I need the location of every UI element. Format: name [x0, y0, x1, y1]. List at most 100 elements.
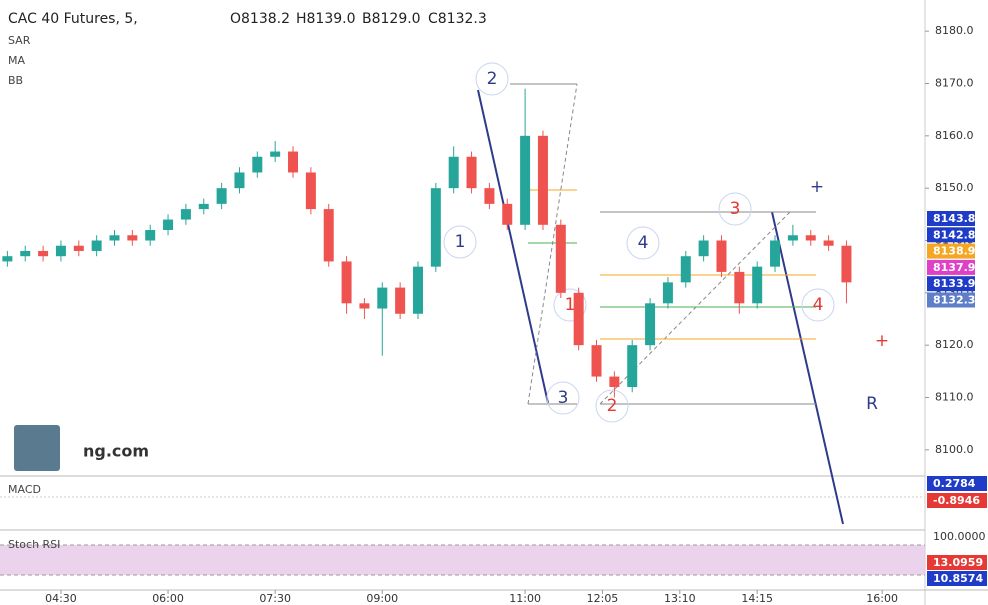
x-tick-label: 14:15 — [741, 592, 773, 605]
x-tick-label: 12:05 — [587, 592, 619, 605]
candle-body — [787, 235, 798, 241]
price-label: 8137.9 — [933, 261, 975, 274]
x-tick-label: 13:10 — [664, 592, 696, 605]
candle-body — [466, 156, 477, 189]
logo-image — [14, 425, 60, 471]
wave-circle — [718, 192, 752, 226]
candle-body — [216, 188, 227, 204]
stoch-label: 10.8574 — [933, 572, 983, 585]
wave-circle — [595, 389, 629, 423]
stoch-label-box — [927, 571, 987, 586]
candle-body — [823, 240, 834, 246]
ohlc-value: B8129.0 — [362, 11, 421, 27]
stoch-band — [0, 545, 925, 575]
y-tick-label: 8170.0 — [935, 77, 974, 90]
price-label: 8143.8 — [933, 212, 975, 225]
macd-label: -0.8946 — [933, 494, 980, 507]
macd-label-box — [927, 493, 987, 508]
annotation: 2 — [487, 69, 498, 89]
price-label-box — [927, 292, 975, 308]
wave-circle — [626, 226, 660, 260]
wave-circle — [443, 225, 477, 259]
stoch-name: Stoch RSI — [8, 538, 60, 551]
annotation: 1 — [455, 232, 466, 252]
candle-body — [609, 376, 620, 388]
annotation: 3 — [558, 388, 569, 408]
wave-circle — [801, 288, 835, 322]
price-label: 8138.9 — [933, 245, 975, 258]
y-tick-label: 8110.0 — [935, 391, 974, 404]
y-tick-label: 8100.0 — [935, 443, 974, 456]
macd-name: MACD — [8, 483, 41, 496]
stoch-label-box — [927, 555, 987, 570]
candle-body — [412, 266, 423, 314]
x-tick-label: 04:30 — [45, 592, 77, 605]
candle-body — [38, 250, 49, 257]
candle-body — [520, 135, 531, 225]
candle-body — [377, 287, 388, 309]
indicator-name: SAR — [8, 34, 31, 47]
fib-line — [527, 83, 578, 405]
candle-body — [734, 271, 745, 304]
y-tick-label: 8180.0 — [935, 24, 974, 37]
logo-text: ng.com — [83, 442, 149, 461]
x-tick-label: 06:00 — [152, 592, 184, 605]
candle-body — [180, 209, 191, 220]
chart-title: CAC 40 Futures, 5, — [8, 11, 138, 27]
annotation: 1 — [565, 295, 576, 315]
candle-body — [716, 240, 727, 272]
x-tick-label: 07:30 — [259, 592, 291, 605]
price-label-box — [927, 276, 975, 292]
annotation: + — [810, 177, 824, 197]
candle-body — [341, 261, 352, 304]
candle-body — [73, 245, 84, 251]
annotation: 2 — [607, 396, 618, 416]
price-label-box — [927, 211, 975, 226]
stoch-label: 13.0959 — [933, 556, 983, 569]
candle-body — [805, 235, 816, 241]
candle-body — [484, 188, 495, 204]
annotation: 4 — [638, 233, 649, 253]
candle-body — [270, 151, 281, 157]
annotation: 4 — [813, 295, 824, 315]
indicator-list: SAR MA BB — [8, 34, 31, 87]
price-label: 8132.3 — [933, 294, 975, 307]
x-tick-label: 16:00 — [866, 592, 898, 605]
drawings — [443, 62, 844, 525]
price-label: 8133.9 — [933, 277, 975, 290]
indicator-name: MA — [8, 54, 25, 67]
candle-body — [323, 209, 334, 262]
candle-body — [591, 345, 602, 377]
y-tick-label: 8120.0 — [935, 338, 974, 351]
y-tick-label: 8160.0 — [935, 129, 974, 142]
candle-body — [91, 240, 102, 251]
price-label: 8142.8 — [933, 228, 975, 241]
candle-body — [645, 303, 656, 346]
ohlc-header: O8138.2 H8139.0 B8129.0 C8132.3 — [230, 11, 487, 27]
macd-label-box — [927, 476, 987, 491]
trend-arrow — [477, 89, 549, 404]
candle-body — [752, 266, 763, 304]
candle-body — [537, 135, 548, 225]
wave-circle — [475, 62, 509, 96]
annotation: 3 — [730, 199, 741, 219]
price-label-box — [927, 227, 975, 243]
candle-body — [448, 156, 459, 189]
wave-circle — [546, 381, 580, 415]
candle-body — [662, 282, 673, 304]
candle-body — [109, 235, 120, 241]
ohlc-value: O8138.2 — [230, 11, 290, 27]
trend-arrow — [771, 211, 844, 525]
x-tick-label: 09:00 — [366, 592, 398, 605]
candle-body — [627, 345, 638, 388]
ohlc-value: H8139.0 — [296, 11, 356, 27]
x-tick-label: 11:00 — [509, 592, 541, 605]
candle-body — [573, 292, 584, 346]
candle-body — [234, 172, 245, 189]
annotation: + — [875, 331, 889, 351]
candle-body — [555, 224, 566, 293]
candle-body — [252, 156, 263, 173]
candle-body — [55, 245, 66, 257]
